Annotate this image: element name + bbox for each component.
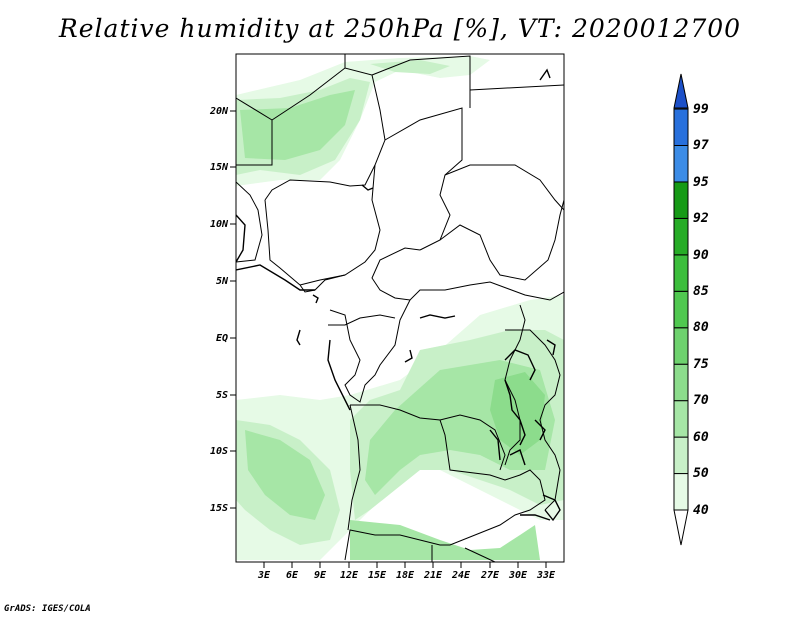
colorbar-box <box>673 217 689 256</box>
lon-label: 6E <box>286 570 299 581</box>
coastlines <box>236 68 561 522</box>
lat-label: EQ <box>216 333 228 344</box>
colorbar-box <box>673 400 689 438</box>
colorbar-label: 40 <box>693 503 709 518</box>
fill-southwest-core <box>245 430 325 520</box>
map-frame <box>235 53 565 563</box>
colorbar-label: 95 <box>693 175 709 190</box>
colorbar-label: 97 <box>693 138 709 153</box>
lat-label: 5S <box>216 390 228 401</box>
lat-label: 10S <box>210 446 228 457</box>
colorbar-label: 85 <box>693 284 709 299</box>
lon-label: 9E <box>314 570 327 581</box>
fill-lakes <box>490 372 545 455</box>
lon-label: 12E <box>340 570 359 581</box>
humidity-fill <box>236 56 564 560</box>
colorbar-bottom-arrow <box>673 509 689 546</box>
colorbar-label: 70 <box>693 393 709 408</box>
lon-label: 30E <box>508 570 528 581</box>
colorbar-box <box>673 436 689 475</box>
lat-label: 15N <box>210 162 229 173</box>
lat-label: 10N <box>210 219 229 230</box>
colorbar: 99 97 95 92 90 85 80 75 70 60 50 40 <box>673 73 709 546</box>
lat-axis <box>230 110 236 509</box>
lon-label: 18E <box>396 570 415 581</box>
lat-label: 20N <box>209 106 229 117</box>
fill-sahel-core <box>240 90 355 160</box>
colorbar-top-arrow <box>673 73 689 109</box>
fill-south-band <box>350 520 540 560</box>
lat-label: 5N <box>216 276 229 287</box>
colorbar-box <box>673 181 689 219</box>
colorbar-box <box>673 145 689 183</box>
lon-label: 3E <box>257 570 271 581</box>
lon-label: 21E <box>423 570 443 581</box>
lon-label: 15E <box>368 570 387 581</box>
colorbar-box <box>673 290 689 329</box>
colorbar-boxes <box>673 108 689 511</box>
colorbar-label: 60 <box>693 430 709 445</box>
map-title: Relative humidity at 250hPa [%], VT: 202… <box>58 14 742 43</box>
colorbar-box <box>673 363 689 402</box>
colorbar-box <box>673 108 689 147</box>
grads-credit: GrADS: IGES/COLA <box>4 604 91 614</box>
colorbar-box <box>673 473 689 511</box>
lon-labels: 3E 6E 9E 12E 15E 18E 21E 24E 27E 30E 33E <box>257 570 556 581</box>
colorbar-label: 80 <box>693 320 709 335</box>
fill-north-strip <box>370 60 450 74</box>
lat-label: 15S <box>210 503 228 514</box>
colorbar-box <box>673 254 689 292</box>
colorbar-label: 92 <box>693 211 709 226</box>
lon-label: 33E <box>536 570 556 581</box>
colorbar-label: 99 <box>693 102 709 117</box>
lon-axis <box>263 562 547 568</box>
colorbar-label: 75 <box>693 357 709 372</box>
colorbar-label: 50 <box>693 466 709 481</box>
lon-label: 24E <box>451 570 471 581</box>
lat-labels: 20N 15N 10N 5N EQ 5S 10S 15S <box>209 106 229 514</box>
lon-label: 27E <box>480 570 500 581</box>
colorbar-label: 90 <box>693 248 709 263</box>
colorbar-box <box>673 327 689 365</box>
country-borders <box>236 54 564 562</box>
